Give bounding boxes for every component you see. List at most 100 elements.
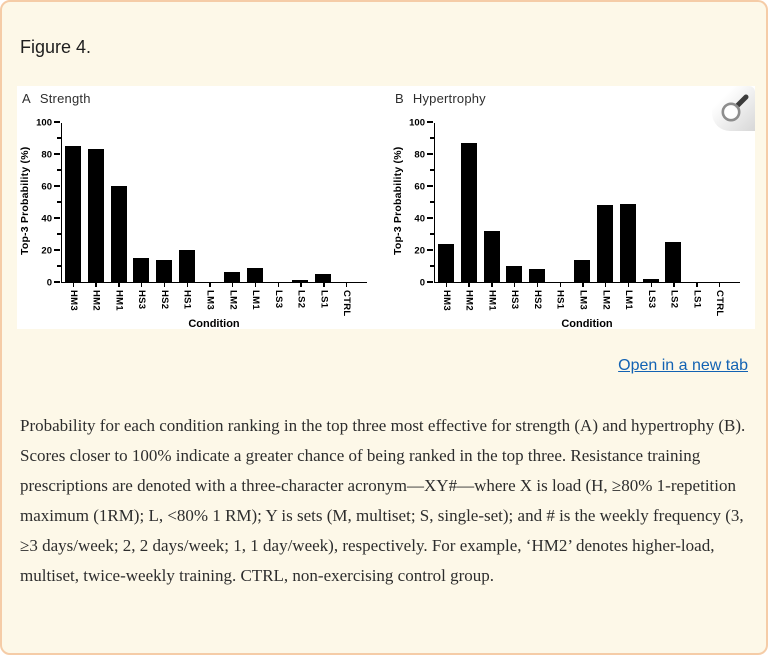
bar-HS3 (506, 266, 523, 282)
bar-slot (62, 123, 85, 282)
figure-image[interactable]: A Strength Top-3 Probability (%) 0 20 40 60 80 1… (17, 86, 755, 330)
y-minor-tick (430, 169, 434, 171)
y-minor-tick (57, 169, 61, 171)
bar-LM3 (574, 259, 591, 282)
y-tick-label: 40 (414, 213, 425, 225)
bar-slot (707, 123, 730, 282)
bar-HM2 (461, 142, 478, 282)
x-tick (72, 282, 75, 287)
bar-HS2 (529, 269, 546, 282)
bar-LM2 (224, 272, 241, 282)
y-major-tick (54, 153, 61, 155)
y-major-tick (427, 217, 434, 219)
bar-slot (334, 123, 357, 282)
link-row: Open in a new tab (2, 357, 766, 375)
y-tick-label: 100 (409, 117, 425, 129)
x-tick (491, 282, 493, 287)
bar-LS2 (665, 242, 682, 282)
x-tick (536, 282, 539, 287)
bar-slot (289, 123, 312, 282)
x-tick-label-LM3: LM3 (577, 290, 589, 310)
x-tick-label-CTRL: CTRL (714, 290, 726, 317)
x-tick-label-LS2: LS2 (295, 290, 307, 309)
bar-LM1 (246, 267, 263, 282)
bar-slot (526, 123, 549, 282)
chart-strength: A Strength Top-3 Probability (%) 0 20 40 60 80 1… (19, 90, 381, 330)
bar-slot (571, 123, 594, 282)
x-tick-label-LS2: LS2 (668, 290, 680, 309)
x-tick-label-LM1: LM1 (250, 290, 262, 310)
plot-area: 0 20 40 60 80 100 HM3 HM2 HM1 HS3 HS2 HS1 LM3 LM2 LM1 L… (36, 118, 367, 317)
chart-panel-title: B Hypertrophy (395, 91, 486, 106)
y-minor-tick (57, 265, 61, 267)
bar-slot (153, 123, 176, 282)
x-axis-title: Condition (188, 318, 240, 330)
y-major-tick (54, 121, 61, 123)
x-tick-label-HS3: HS3 (136, 290, 148, 310)
bar-LS1 (314, 274, 331, 282)
x-axis-title: Condition (561, 318, 613, 330)
bar-LM2 (597, 205, 614, 282)
open-in-new-tab-link[interactable]: Open in a new tab (618, 357, 748, 374)
x-tick-label-HS2: HS2 (158, 290, 170, 310)
x-tick-label-LM2: LM2 (227, 290, 239, 310)
chart-hypertrophy: B Hypertrophy Top-3 Probability (%) 0 20 40 60… (392, 90, 754, 330)
x-tick (345, 282, 348, 287)
bar-slot (175, 123, 198, 282)
y-tick-label: 80 (414, 149, 425, 161)
x-tick-label-LM1: LM1 (623, 290, 635, 310)
y-major-tick (54, 217, 61, 219)
x-tick (95, 282, 97, 287)
x-tick-label-HM1: HM1 (486, 290, 498, 311)
panel-letter: B (395, 91, 404, 106)
bar-slot (107, 123, 130, 282)
bar-slot (85, 123, 108, 282)
y-minor-tick (430, 233, 434, 235)
bar-slot (435, 123, 458, 282)
y-tick-label: 60 (414, 181, 425, 193)
x-tick (277, 282, 279, 287)
bars-container (435, 123, 730, 282)
bar-slot (244, 123, 267, 282)
bar-slot (130, 123, 153, 282)
bar-LS3 (642, 278, 659, 282)
x-tick-label-HS2: HS2 (531, 290, 543, 310)
bar-slot (548, 123, 571, 282)
y-major-tick (427, 185, 434, 187)
x-tick-label-LM3: LM3 (204, 290, 216, 310)
zoom-figure-button[interactable] (712, 86, 755, 131)
y-minor-tick (430, 137, 434, 139)
bar-slot (480, 123, 503, 282)
x-tick (209, 282, 211, 287)
y-major-tick (427, 249, 434, 251)
x-tick (186, 282, 188, 287)
y-minor-tick (57, 201, 61, 203)
x-tick-label-LS3: LS3 (272, 290, 284, 309)
x-tick (559, 282, 561, 287)
chart-panel-title: A Strength (22, 91, 91, 106)
y-major-tick (54, 281, 61, 283)
figure-label: Figure 4. (20, 37, 92, 57)
y-tick-label: 80 (41, 149, 52, 161)
x-tick-label-HM3: HM3 (67, 290, 79, 311)
x-tick (445, 282, 448, 287)
x-tick (718, 282, 721, 287)
y-major-tick (54, 249, 61, 251)
y-tick-label: 60 (41, 181, 52, 193)
y-minor-tick (57, 233, 61, 235)
x-tick-label-HS1: HS1 (554, 290, 566, 310)
x-tick-label-HM2: HM2 (90, 290, 102, 311)
x-tick (582, 282, 584, 287)
figure-caption: Probability for each condition ranking i… (20, 416, 746, 585)
bar-slot (312, 123, 335, 282)
x-tick (673, 282, 675, 287)
x-tick-label-LS1: LS1 (318, 290, 330, 309)
x-tick-label-LS1: LS1 (691, 290, 703, 309)
bar-slot (685, 123, 708, 282)
y-axis-label: Top-3 Probability (%) (19, 146, 31, 256)
x-tick (513, 282, 516, 287)
bar-slot (198, 123, 221, 282)
bars-container (62, 123, 357, 282)
bar-slot (221, 123, 244, 282)
